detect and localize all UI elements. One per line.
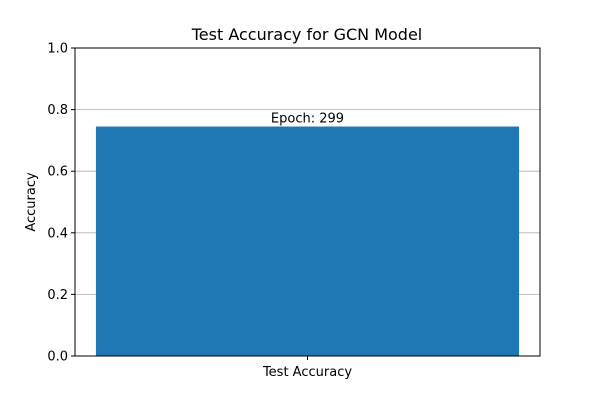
y-tick-label: 0.4 bbox=[47, 226, 68, 241]
y-tick-label: 0.6 bbox=[47, 165, 68, 180]
bar-annotation: Epoch: 299 bbox=[271, 112, 344, 127]
y-tick-label: 0.2 bbox=[47, 288, 68, 303]
bars bbox=[95, 126, 520, 356]
y-axis-ticks: 0.0 0.2 0.4 0.6 0.8 1.0 bbox=[47, 42, 75, 365]
y-tick-label: 0.0 bbox=[47, 350, 68, 365]
bar bbox=[95, 126, 520, 356]
chart-title: Test Accuracy for GCN Model bbox=[191, 25, 422, 44]
x-axis-ticks: Test Accuracy bbox=[262, 356, 352, 380]
x-tick-label: Test Accuracy bbox=[262, 365, 352, 380]
y-tick-label: 0.8 bbox=[47, 103, 68, 118]
annotations: Epoch: 299 bbox=[271, 112, 344, 127]
y-axis-label: Accuracy bbox=[24, 172, 39, 232]
y-tick-label: 1.0 bbox=[47, 42, 68, 57]
